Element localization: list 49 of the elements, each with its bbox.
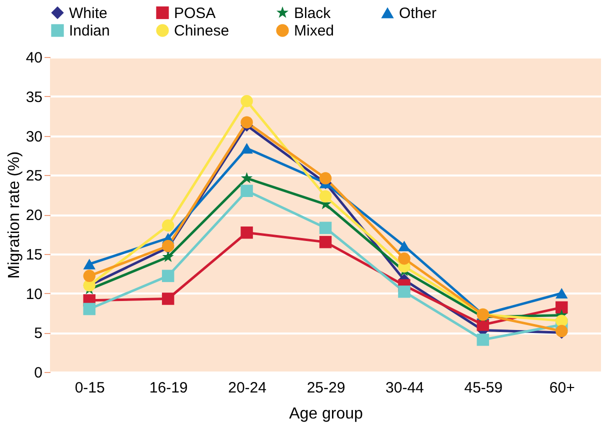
y-axis-title: Migration rate (%) — [6, 151, 23, 279]
x-tick-label: 16-19 — [149, 380, 188, 396]
point — [319, 172, 332, 184]
legend-label: White — [69, 4, 108, 22]
point — [319, 222, 332, 234]
point — [240, 172, 253, 184]
x-tick-label: 30-44 — [386, 380, 424, 396]
y-tick-label: 40 — [26, 50, 42, 66]
legend-label: Indian — [69, 22, 110, 40]
point — [83, 302, 96, 316]
x-tick-label: 60+ — [549, 380, 576, 396]
point — [240, 184, 253, 197]
point — [83, 258, 96, 270]
legend-label: Chinese — [174, 22, 230, 40]
y-tick-label: 15 — [26, 246, 42, 264]
y-tick-label: 25 — [26, 168, 42, 185]
point — [162, 292, 174, 305]
y-tick-label: 30 — [26, 128, 42, 146]
legend-label: Mixed — [294, 22, 334, 40]
point — [162, 270, 174, 282]
x-tick-label: 0-15 — [74, 380, 105, 396]
point — [319, 236, 332, 248]
point — [240, 94, 253, 108]
point — [240, 226, 253, 239]
legend-label: POSA — [174, 4, 216, 22]
point — [556, 301, 568, 314]
y-tick-label: 20 — [26, 207, 42, 224]
point — [398, 240, 410, 252]
x-tick-label: 25-29 — [306, 380, 346, 396]
point — [83, 270, 96, 282]
point — [162, 250, 174, 262]
point — [556, 314, 568, 327]
y-tick-label: 35 — [26, 88, 42, 106]
point — [240, 116, 253, 128]
legend-label: Black — [294, 4, 332, 22]
x-tick-label: 20-24 — [228, 380, 266, 396]
x-axis-title: Age group — [289, 406, 364, 422]
y-tick-label: 0 — [34, 364, 42, 382]
point — [162, 219, 174, 232]
y-tick-label: 10 — [26, 286, 42, 303]
x-tick-label: 45-59 — [464, 380, 503, 396]
point — [319, 190, 332, 202]
legend-label: Other — [399, 4, 437, 22]
y-tick-label: 5 — [34, 325, 42, 342]
point — [398, 286, 410, 298]
point — [240, 143, 253, 154]
point — [556, 288, 568, 299]
point — [476, 334, 490, 346]
point — [398, 252, 410, 265]
